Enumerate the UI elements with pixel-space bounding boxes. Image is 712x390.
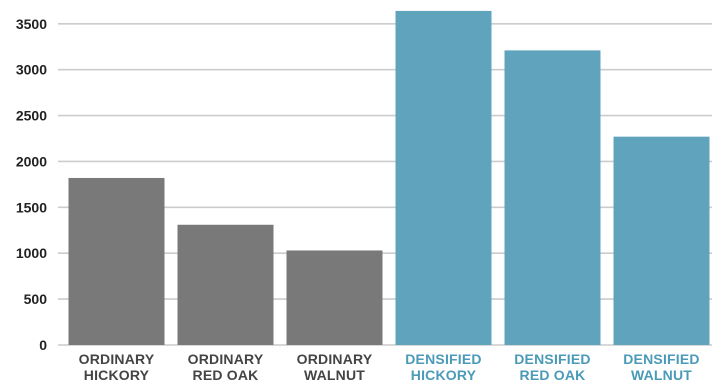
x-tick-label: ORDINARY RED OAK xyxy=(188,351,264,383)
y-tick-label: 2500 xyxy=(16,108,47,124)
y-tick-label: 1000 xyxy=(16,245,47,261)
y-tick-label: 3000 xyxy=(16,62,47,78)
y-tick-label: 2000 xyxy=(16,153,47,169)
bar xyxy=(504,50,601,346)
x-tick-label: ORDINARY HICKORY xyxy=(79,351,155,383)
x-tick-label: ORDINARY WALNUT xyxy=(297,351,373,383)
bar xyxy=(177,224,274,345)
bars xyxy=(68,10,710,346)
bar xyxy=(68,177,165,345)
gridlines xyxy=(58,22,712,346)
bar xyxy=(613,136,710,345)
y-tick-label: 3500 xyxy=(16,16,47,32)
x-axis: ORDINARY HICKORY ORDINARY RED OAK ORDINARY WA… xyxy=(79,351,700,383)
x-tick-label: DENSIFIED RED OAK xyxy=(514,351,590,383)
x-tick-label: DENSIFIED HICKORY xyxy=(405,351,481,383)
y-tick-label: 0 xyxy=(39,337,47,353)
y-axis: 0 500 1000 1500 2000 2500 3000 3500 xyxy=(16,16,47,353)
bar xyxy=(286,250,383,345)
x-tick-label: DENSIFIED WALNUT xyxy=(623,351,699,383)
bar xyxy=(395,10,492,345)
y-tick-label: 1500 xyxy=(16,199,47,215)
y-tick-label: 500 xyxy=(24,291,48,307)
